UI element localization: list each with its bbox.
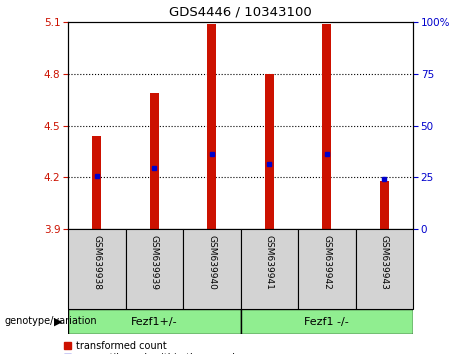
Bar: [93, 136, 101, 229]
Bar: [380, 181, 389, 229]
Text: Fezf1 -/-: Fezf1 -/-: [304, 316, 349, 326]
Text: GSM639943: GSM639943: [380, 235, 389, 290]
Text: ▶: ▶: [54, 316, 63, 326]
Text: GSM639942: GSM639942: [322, 235, 331, 290]
Text: GSM639939: GSM639939: [150, 235, 159, 290]
Text: GSM639940: GSM639940: [207, 235, 216, 290]
Bar: [125, 229, 183, 309]
Bar: [68, 229, 125, 309]
Bar: [207, 24, 216, 229]
Bar: [322, 24, 331, 229]
Title: GDS4446 / 10343100: GDS4446 / 10343100: [169, 5, 312, 18]
Bar: [355, 229, 413, 309]
Text: Fezf1+/-: Fezf1+/-: [131, 316, 177, 326]
Bar: [150, 93, 159, 229]
Bar: [183, 229, 241, 309]
Bar: [241, 229, 298, 309]
Bar: [298, 229, 355, 309]
Text: genotype/variation: genotype/variation: [5, 316, 97, 326]
Text: GSM639938: GSM639938: [92, 235, 101, 290]
Bar: [241, 309, 413, 334]
Bar: [68, 309, 241, 334]
Legend: transformed count, percentile rank within the sample: transformed count, percentile rank withi…: [62, 339, 243, 354]
Text: GSM639941: GSM639941: [265, 235, 274, 290]
Bar: [265, 74, 273, 229]
